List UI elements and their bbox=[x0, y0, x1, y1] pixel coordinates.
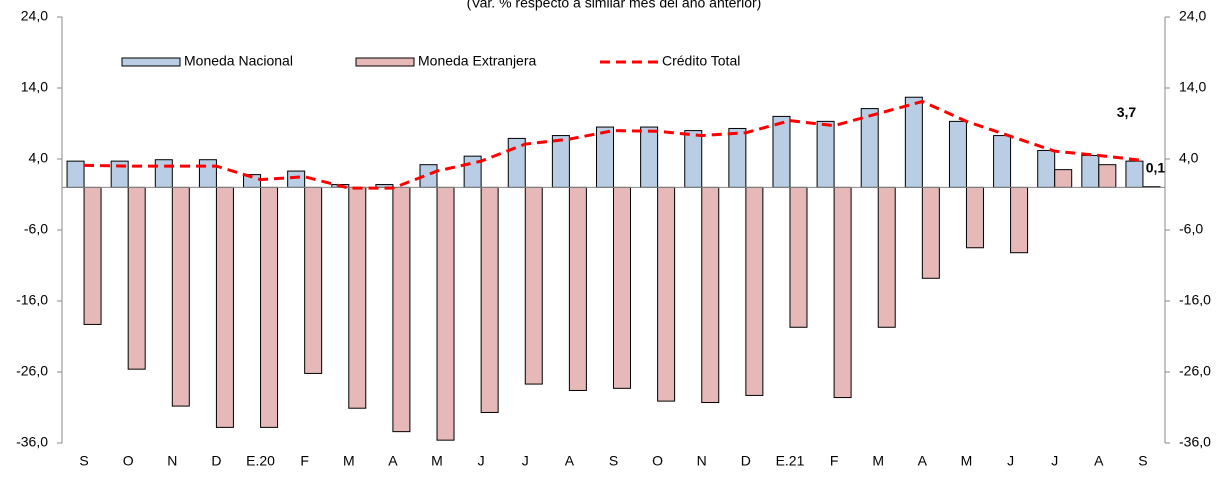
bar bbox=[392, 186, 411, 433]
x-tick-label: N bbox=[697, 453, 707, 469]
bar bbox=[657, 186, 676, 402]
x-tick-label: F bbox=[830, 453, 839, 469]
y-tick-label: 4,0 bbox=[29, 150, 49, 166]
bar bbox=[816, 120, 835, 188]
y-tick-label: -26,0 bbox=[16, 363, 48, 379]
bar bbox=[66, 160, 85, 188]
x-tick-label: A bbox=[1094, 453, 1104, 469]
y2-tick-label: -6,0 bbox=[1179, 221, 1203, 237]
x-tick-label: D bbox=[741, 453, 751, 469]
bar bbox=[171, 186, 190, 407]
bar bbox=[1010, 186, 1029, 254]
bar bbox=[568, 186, 587, 391]
x-tick-label: N bbox=[167, 453, 177, 469]
x-tick-label: S bbox=[609, 453, 618, 469]
bar bbox=[833, 186, 852, 399]
bar bbox=[772, 115, 791, 188]
y2-tick-label: -16,0 bbox=[1179, 292, 1211, 308]
x-tick-label: M bbox=[343, 453, 355, 469]
bar bbox=[304, 186, 323, 374]
bar bbox=[215, 186, 234, 428]
y-tick-label: 24,0 bbox=[21, 8, 48, 24]
x-tick-label: A bbox=[388, 453, 398, 469]
chart-subtitle: (Var. % respecto a similar mes del año a… bbox=[467, 0, 762, 11]
bar bbox=[921, 186, 940, 279]
bar bbox=[83, 186, 102, 325]
bar bbox=[877, 186, 896, 328]
data-label: 0,1 bbox=[1146, 159, 1166, 175]
bar bbox=[524, 186, 543, 385]
bar bbox=[596, 126, 614, 188]
y-tick-label: -16,0 bbox=[16, 292, 48, 308]
bar bbox=[789, 186, 808, 328]
y-tick-label: 14,0 bbox=[21, 79, 48, 95]
bar bbox=[198, 159, 217, 188]
bar bbox=[1125, 160, 1144, 188]
x-tick-label: A bbox=[565, 453, 575, 469]
x-tick-label: D bbox=[211, 453, 221, 469]
bar bbox=[613, 186, 631, 389]
bar bbox=[993, 135, 1012, 188]
bar bbox=[260, 186, 279, 428]
x-tick-label: S bbox=[79, 453, 88, 469]
bar bbox=[436, 186, 455, 441]
x-tick-label: J bbox=[1051, 453, 1058, 469]
bar bbox=[1081, 154, 1100, 188]
bar bbox=[1054, 169, 1073, 188]
bar bbox=[127, 186, 146, 370]
bar bbox=[904, 96, 923, 188]
x-tick-label: A bbox=[918, 453, 928, 469]
x-tick-label: J bbox=[1007, 453, 1014, 469]
bar bbox=[701, 186, 720, 404]
bar bbox=[1098, 164, 1117, 188]
x-tick-label: F bbox=[300, 453, 309, 469]
bar bbox=[728, 127, 747, 188]
legend-label: Moneda Nacional bbox=[184, 53, 293, 69]
y2-tick-label: 14,0 bbox=[1179, 79, 1206, 95]
x-tick-label: M bbox=[961, 453, 973, 469]
x-tick-label: M bbox=[872, 453, 884, 469]
x-tick-label: O bbox=[652, 453, 663, 469]
x-tick-label: M bbox=[431, 453, 443, 469]
bar bbox=[348, 186, 367, 409]
data-label: 3,7 bbox=[1117, 104, 1137, 120]
bar bbox=[640, 126, 659, 188]
bar bbox=[480, 186, 499, 413]
y2-tick-label: -36,0 bbox=[1179, 434, 1211, 450]
y-tick-label: -36,0 bbox=[16, 434, 48, 450]
legend-swatch bbox=[355, 57, 415, 67]
bar bbox=[551, 135, 570, 188]
bar bbox=[154, 159, 173, 188]
line-series bbox=[84, 99, 1144, 190]
x-tick-label: S bbox=[1138, 453, 1147, 469]
bar bbox=[1037, 149, 1056, 188]
bar bbox=[287, 170, 306, 188]
bar bbox=[860, 108, 879, 188]
legend-label: Moneda Extranjera bbox=[418, 53, 537, 69]
bar bbox=[965, 186, 984, 249]
y2-tick-label: 4,0 bbox=[1179, 150, 1199, 166]
legend-swatch bbox=[121, 57, 181, 67]
y2-tick-label: 24,0 bbox=[1179, 8, 1206, 24]
bar bbox=[948, 120, 967, 188]
y-tick-label: -6,0 bbox=[24, 221, 48, 237]
bar bbox=[745, 186, 764, 396]
y2-tick-label: -26,0 bbox=[1179, 363, 1211, 379]
x-tick-label: J bbox=[478, 453, 485, 469]
legend-label: Crédito Total bbox=[662, 53, 740, 69]
x-tick-label: J bbox=[522, 453, 529, 469]
x-tick-label: O bbox=[123, 453, 134, 469]
bar bbox=[684, 130, 703, 188]
x-tick-label: E.20 bbox=[246, 453, 275, 469]
x-tick-label: E.21 bbox=[776, 453, 805, 469]
